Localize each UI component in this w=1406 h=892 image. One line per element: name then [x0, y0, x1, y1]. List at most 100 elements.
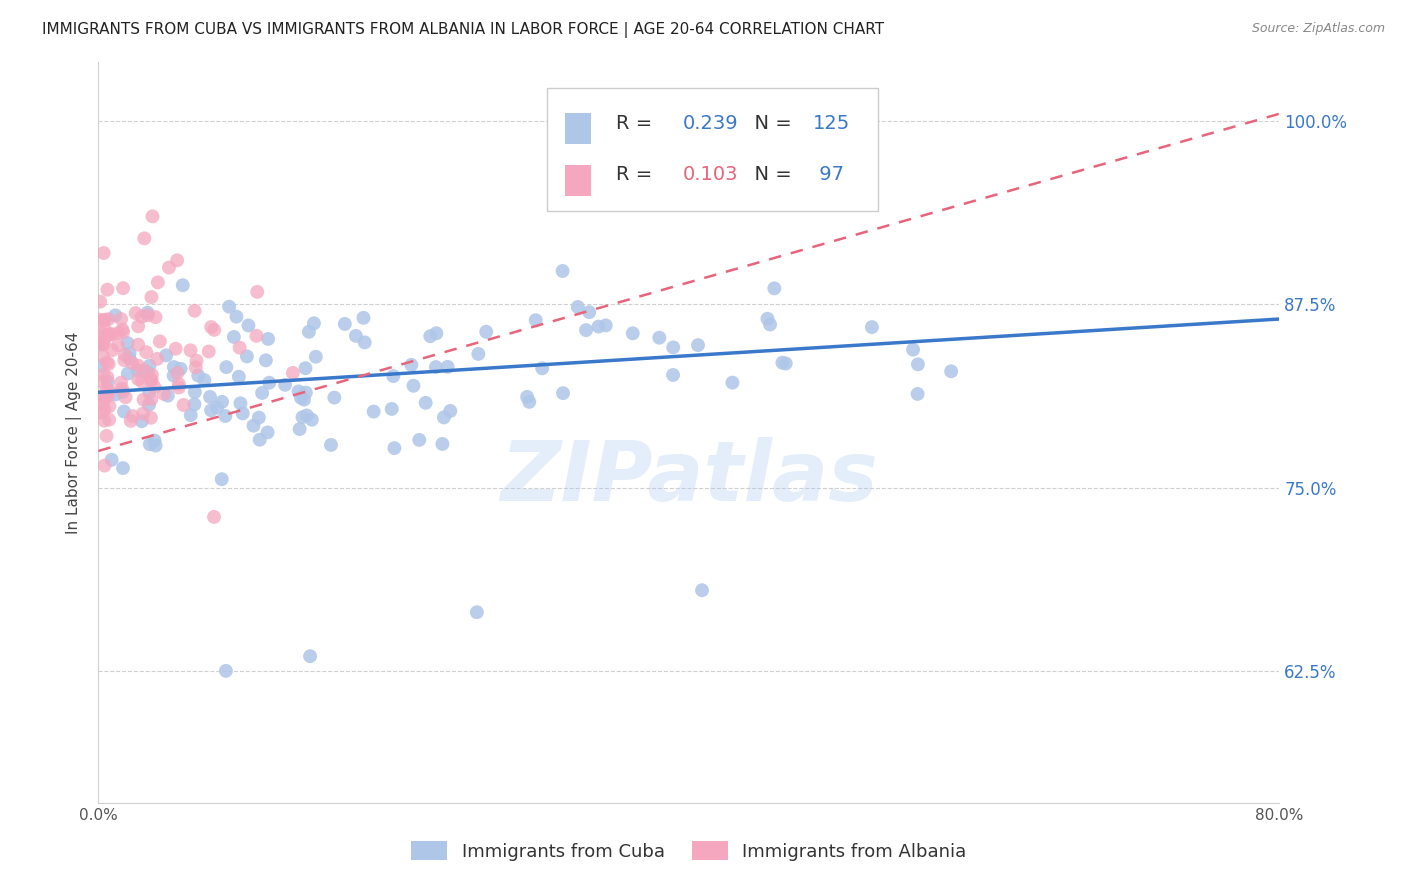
Point [287, 384, 309, 399]
Point [294, 361, 316, 376]
Point [249, 433, 271, 447]
Point [96, 382, 118, 396]
Point [104, 387, 127, 401]
Point [382, 369, 405, 384]
Point [575, 323, 598, 337]
Point [531, 361, 554, 376]
Point [291, 410, 314, 425]
Point [860, 320, 883, 334]
Point [165, 342, 187, 356]
Point [121, 356, 143, 370]
Point [193, 373, 215, 387]
Point [907, 387, 929, 401]
Point [139, 437, 162, 451]
Point [121, 409, 143, 423]
Point [145, 310, 167, 325]
Point [127, 372, 149, 386]
Point [118, 346, 141, 360]
Point [91, 336, 114, 351]
Point [200, 403, 222, 417]
Point [134, 231, 156, 245]
Point [136, 308, 159, 322]
Text: 0.239: 0.239 [683, 114, 738, 134]
Text: Source: ZipAtlas.com: Source: ZipAtlas.com [1251, 22, 1385, 36]
Point [101, 343, 124, 358]
Point [432, 437, 454, 451]
Point [135, 345, 157, 359]
Point [344, 329, 367, 343]
Text: N =: N = [742, 166, 799, 185]
Point [197, 344, 219, 359]
Point [228, 369, 250, 384]
Point [187, 368, 209, 383]
Point [183, 397, 205, 411]
Point [939, 364, 962, 378]
Point [180, 408, 202, 422]
Point [759, 318, 782, 332]
Point [136, 306, 159, 320]
Point [166, 366, 188, 380]
Point [127, 319, 149, 334]
Point [648, 331, 671, 345]
Point [96, 355, 118, 369]
Point [425, 359, 447, 374]
Point [149, 334, 172, 349]
Point [91, 397, 114, 411]
Point [205, 401, 228, 415]
Point [228, 341, 250, 355]
Point [131, 414, 153, 428]
Point [218, 300, 240, 314]
Point [93, 334, 115, 349]
Point [425, 326, 447, 341]
Point [770, 356, 793, 370]
Point [163, 359, 186, 374]
Point [173, 398, 195, 412]
Point [415, 396, 437, 410]
Point [183, 303, 205, 318]
Point [295, 385, 318, 400]
Point [97, 327, 120, 342]
Point [299, 649, 322, 664]
Point [516, 390, 538, 404]
Point [295, 409, 318, 423]
Point [621, 326, 644, 341]
Point [588, 319, 610, 334]
Text: 97: 97 [813, 166, 844, 185]
Point [436, 359, 458, 374]
Point [118, 351, 141, 366]
FancyBboxPatch shape [565, 165, 591, 195]
Point [153, 387, 176, 401]
Point [408, 433, 430, 447]
Point [97, 389, 120, 403]
Point [257, 332, 280, 346]
Point [172, 278, 194, 293]
Point [97, 312, 120, 326]
Point [229, 396, 252, 410]
FancyBboxPatch shape [547, 88, 877, 211]
Point [169, 361, 191, 376]
Point [298, 325, 321, 339]
Point [290, 391, 312, 405]
Point [90, 390, 112, 404]
Point [465, 605, 488, 619]
Point [167, 380, 190, 394]
Point [98, 384, 121, 398]
Point [232, 406, 254, 420]
Point [96, 370, 118, 384]
Point [93, 414, 115, 428]
Point [98, 327, 121, 342]
Point [98, 412, 121, 426]
Point [93, 392, 115, 406]
Point [301, 412, 323, 426]
Point [93, 402, 115, 417]
Point [89, 326, 111, 340]
Point [91, 337, 114, 351]
Point [302, 316, 325, 330]
Point [186, 353, 208, 368]
Point [155, 348, 177, 362]
Point [214, 409, 236, 423]
Point [384, 441, 406, 455]
Point [246, 285, 269, 299]
Point [225, 310, 247, 324]
Point [256, 425, 278, 440]
